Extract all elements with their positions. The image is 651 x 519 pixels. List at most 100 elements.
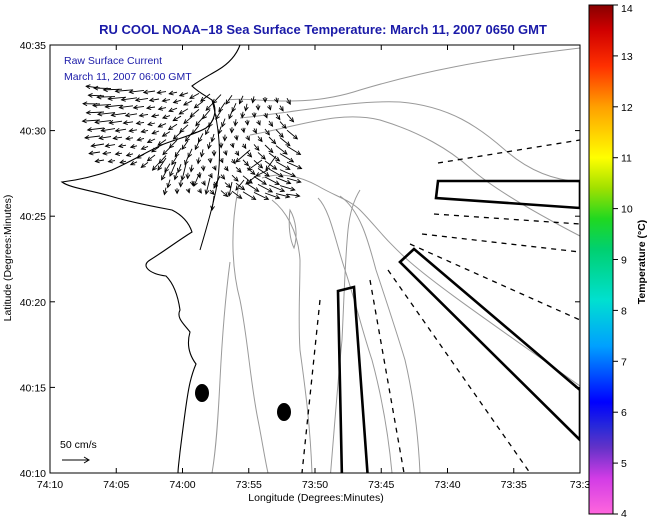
current-vector <box>263 112 268 119</box>
current-vector <box>253 176 267 185</box>
current-vector <box>246 183 260 192</box>
scale-arrow <box>62 456 90 464</box>
current-vector <box>100 127 116 133</box>
current-vector <box>185 188 191 194</box>
colorbar-tick-label: 12 <box>621 102 633 114</box>
y-tick-label: 40:35 <box>20 40 46 52</box>
current-vector <box>146 154 156 162</box>
current-vector <box>213 175 221 189</box>
current-vector <box>151 146 160 153</box>
current-vector <box>193 171 201 187</box>
current-vector <box>208 173 213 179</box>
current-vector <box>240 127 246 134</box>
bathymetry-contours <box>211 47 580 473</box>
bathymetry-contour <box>227 47 580 102</box>
current-vector <box>257 184 274 193</box>
current-vector <box>196 157 202 165</box>
scale-label: 50 cm/s <box>60 439 97 451</box>
current-vector <box>205 101 215 111</box>
current-vector <box>231 190 243 200</box>
current-vector <box>262 96 268 104</box>
colorbar-tick-label: 7 <box>621 356 627 368</box>
colorbar-tick-label: 11 <box>621 153 632 165</box>
current-vector <box>117 143 127 149</box>
current-vector <box>128 128 138 133</box>
colorbar-tick-label: 13 <box>621 51 633 63</box>
current-vector <box>242 191 257 201</box>
current-vector <box>157 157 167 171</box>
colorbar-tick-label: 8 <box>621 305 627 317</box>
current-vector <box>268 184 286 193</box>
current-vector <box>211 149 217 157</box>
current-vector <box>104 143 116 148</box>
current-vector <box>90 143 105 148</box>
current-vector <box>129 144 138 149</box>
current-vector <box>286 145 302 156</box>
current-vector <box>189 164 194 173</box>
current-vectors <box>81 84 303 211</box>
sampling-lines <box>301 139 580 473</box>
current-vector <box>118 104 134 110</box>
glider-swaths <box>336 179 580 473</box>
y-tick-label: 40:10 <box>20 468 46 480</box>
current-vector <box>102 150 112 156</box>
x-tick-label: 73:45 <box>368 479 394 491</box>
current-vector <box>279 137 291 147</box>
current-vector <box>171 155 178 166</box>
current-vector <box>275 113 281 121</box>
current-vector <box>162 147 171 156</box>
current-vector <box>135 120 145 126</box>
current-vector <box>136 153 145 159</box>
current-vector <box>222 134 228 142</box>
current-vector <box>238 95 244 105</box>
dashed-line <box>301 299 321 473</box>
current-vector <box>200 93 211 102</box>
current-vector <box>122 120 134 125</box>
current-vector <box>256 120 261 126</box>
current-vector <box>96 111 116 117</box>
current-vector <box>187 148 193 159</box>
current-vector <box>210 133 216 143</box>
current-vector <box>208 117 215 128</box>
current-vector <box>231 174 239 182</box>
colorbar-label: Temperature (°C) <box>636 220 648 305</box>
current-vector <box>124 112 138 118</box>
y-axis-ticks: 40:10 40:15 40:20 40:25 40:30 40:35 <box>20 40 580 480</box>
colorbar-tick-label: 14 <box>621 3 633 15</box>
current-vector <box>194 141 200 151</box>
current-vector <box>166 179 172 189</box>
current-vector <box>189 109 200 118</box>
current-vector <box>198 133 204 143</box>
current-vector <box>107 158 116 164</box>
current-vector <box>233 119 239 127</box>
current-vector <box>253 191 270 200</box>
current-vector <box>157 123 167 128</box>
y-axis-label: Latitude (Degrees:Minutes) <box>2 195 14 322</box>
dashed-line <box>421 233 580 253</box>
current-vector <box>161 98 171 103</box>
current-vector <box>230 158 236 165</box>
current-vector <box>218 158 224 164</box>
bathymetry-contour <box>288 208 297 250</box>
colorbar-tick-label: 9 <box>621 255 627 267</box>
current-vector <box>114 151 123 156</box>
current-vector <box>220 174 226 180</box>
current-vector <box>246 151 253 158</box>
current-vector <box>140 145 149 150</box>
colorbar-tick-label: 5 <box>621 458 627 470</box>
current-vector <box>134 97 149 103</box>
current-vector <box>218 102 226 113</box>
current-vector <box>161 114 171 120</box>
mooring-dot <box>195 384 209 402</box>
current-vector <box>181 140 189 151</box>
current-vector <box>81 118 101 124</box>
x-axis-label: Longitude (Degrees:Minutes) <box>248 492 383 504</box>
current-vector <box>157 106 167 111</box>
current-vector <box>242 175 253 184</box>
current-vector <box>151 129 160 135</box>
colorbar-tick-label: 4 <box>621 508 627 519</box>
dashed-line <box>369 279 405 473</box>
current-vector <box>150 113 160 119</box>
current-vector <box>275 145 288 155</box>
current-vector <box>195 117 204 127</box>
